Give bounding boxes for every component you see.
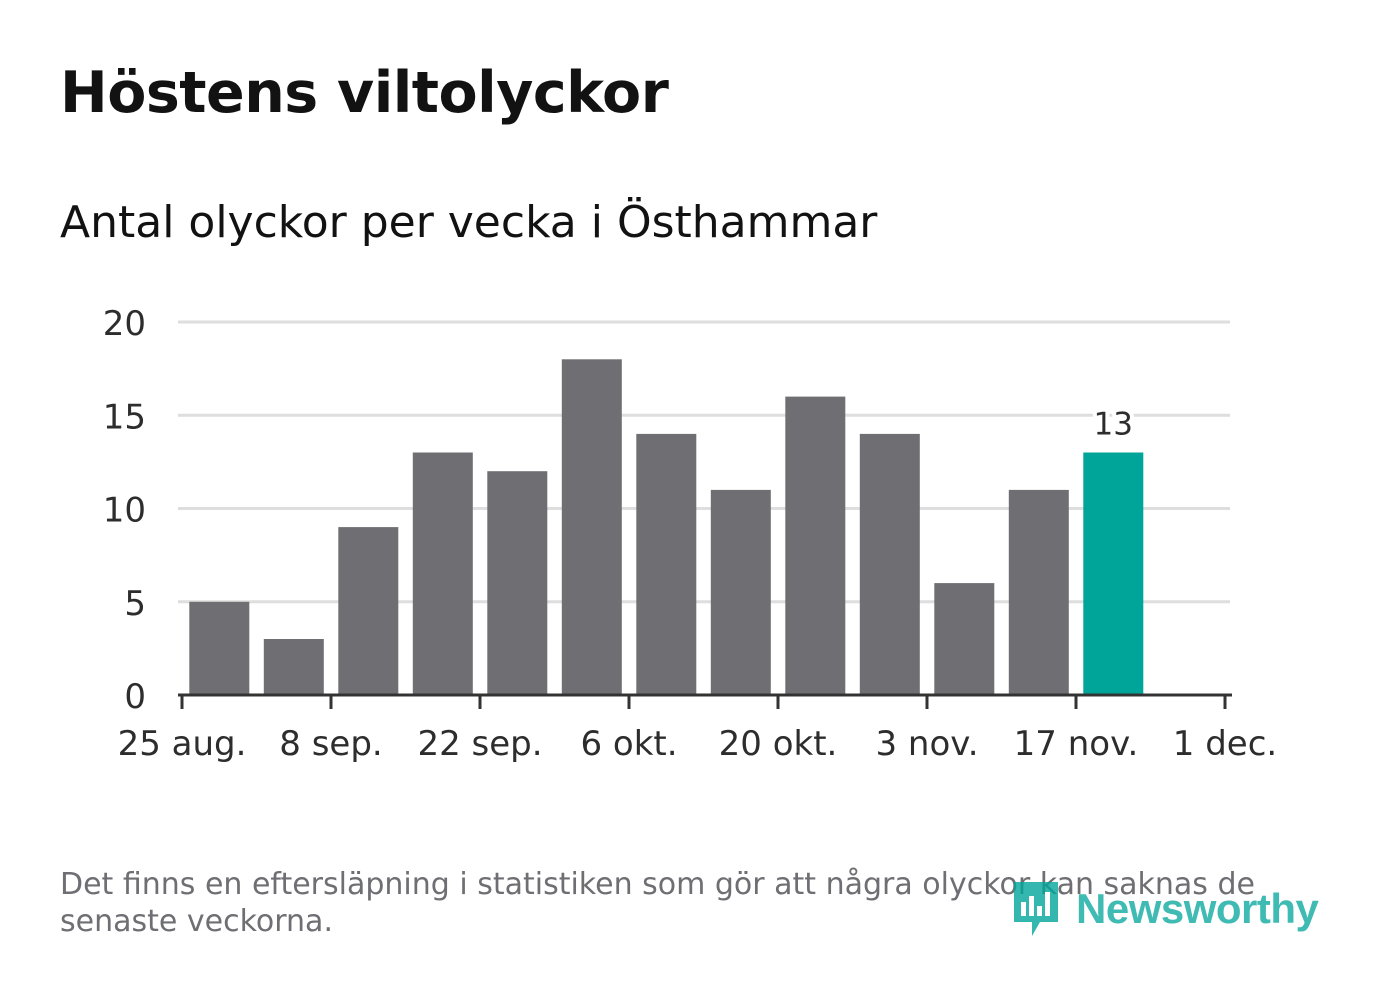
bar-chart: 0 5 10 15 20 25 aug. 8 sep. 22 sep. 6 okt. 20 ok… [103, 304, 1277, 764]
bar [487, 471, 548, 695]
bar [934, 583, 995, 695]
x-tick-label: 3 nov. [875, 724, 978, 764]
x-tick-label: 22 sep. [417, 724, 542, 764]
bar [189, 601, 250, 696]
chart-subtitle: Antal olyckor per vecka i Östhammar [60, 197, 878, 248]
newsworthy-logo: Newsworthy [1010, 876, 1319, 942]
y-tick-label: 0 [124, 677, 146, 717]
newsworthy-logo-icon [1014, 882, 1058, 936]
logo-text: Newsworthy [1076, 885, 1319, 932]
bar [263, 639, 324, 695]
bar [561, 359, 622, 695]
bar [412, 452, 473, 695]
y-axis: 0 5 10 15 20 [103, 304, 146, 717]
bar [1008, 489, 1069, 695]
data-labels: 13 [1090, 403, 1137, 447]
data-label-highlight: 13 [1094, 407, 1133, 443]
x-tick-label: 17 nov. [1014, 724, 1139, 764]
bar [338, 527, 399, 695]
x-tick-label: 8 sep. [279, 724, 382, 764]
x-tick-label: 1 dec. [1173, 724, 1277, 764]
bar [785, 396, 846, 695]
x-tick-label: 20 okt. [719, 724, 838, 764]
y-tick-label: 20 [103, 304, 146, 344]
bar [636, 433, 697, 695]
x-axis: 25 aug. 8 sep. 22 sep. 6 okt. 20 okt. 3 nov. 1… [118, 693, 1277, 764]
bar-highlight [1083, 452, 1144, 695]
bar [710, 489, 771, 695]
y-tick-label: 15 [103, 397, 146, 437]
x-tick-label: 6 okt. [580, 724, 677, 764]
x-tick-label: 25 aug. [118, 724, 247, 764]
y-tick-label: 10 [103, 491, 146, 531]
y-tick-label: 5 [124, 584, 146, 624]
grid-lines [178, 320, 1230, 604]
bar [859, 433, 920, 695]
chart-title: Höstens viltolyckor [60, 60, 669, 126]
bars [189, 359, 1144, 696]
